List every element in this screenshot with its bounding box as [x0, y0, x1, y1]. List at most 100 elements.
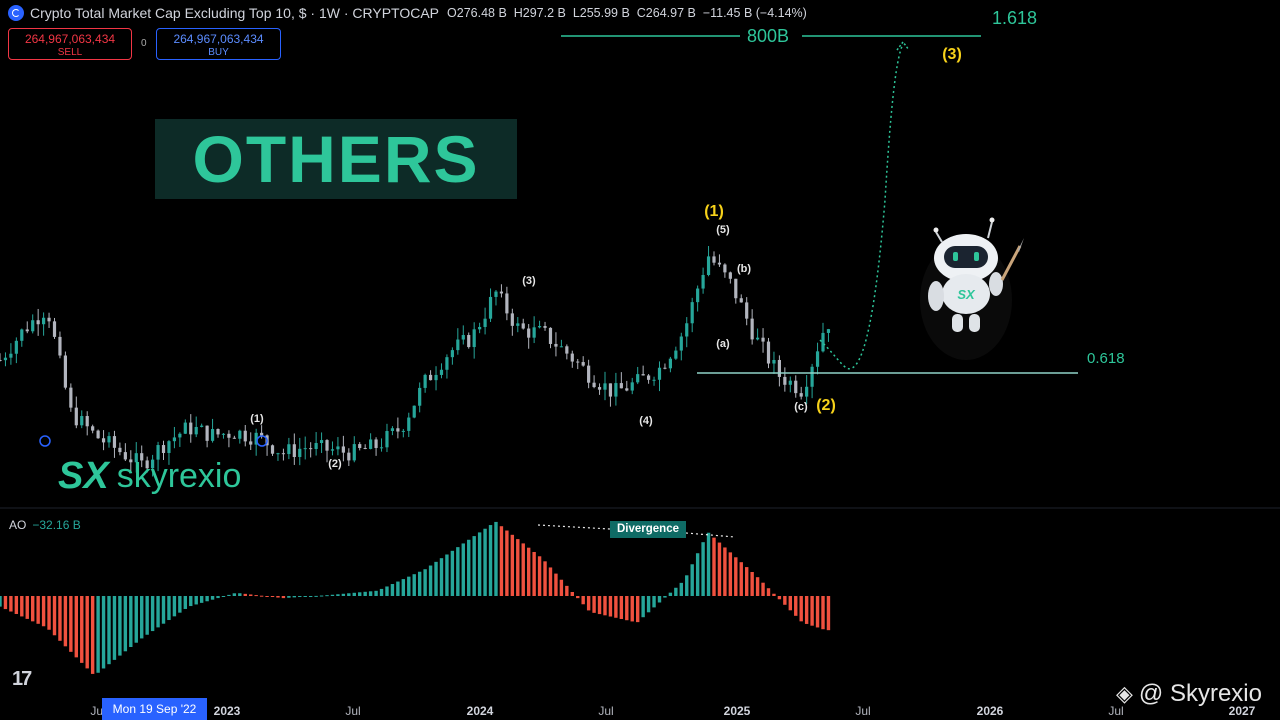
ao-bar: [772, 593, 776, 596]
candle-body: [309, 448, 313, 450]
ao-bar: [635, 596, 640, 623]
candle-body: [330, 449, 335, 451]
wave-minor-5-label: (5): [716, 224, 730, 236]
buy-button[interactable]: 264,967,063,434 BUY: [156, 28, 281, 60]
candle-body: [521, 323, 525, 329]
ao-bar: [625, 596, 629, 621]
candle-body: [499, 291, 504, 294]
candle-body: [287, 444, 291, 455]
tradingview-logo-icon[interactable]: 17: [12, 668, 32, 690]
wave-a-label: (a): [716, 338, 730, 350]
candle-body: [216, 429, 220, 435]
symbol-title[interactable]: Crypto Total Market Cap Excluding Top 10…: [30, 5, 440, 21]
candle-body: [723, 264, 727, 273]
ao-bar: [706, 532, 711, 596]
ao-bar: [646, 596, 651, 613]
candle-body: [668, 358, 672, 369]
wave-major-3-label: (3): [942, 46, 962, 63]
wave-b-label: (b): [736, 263, 752, 275]
candle-body: [488, 296, 493, 319]
candle-body: [576, 361, 580, 363]
candle-body: [260, 432, 264, 436]
buy-label: BUY: [208, 47, 229, 58]
x-tick-2026: 2026: [976, 704, 1004, 718]
candle-body: [712, 256, 716, 263]
candle-body: [172, 437, 177, 442]
ao-bar: [543, 561, 547, 596]
ao-bar: [586, 596, 591, 611]
ao-bar: [467, 539, 471, 596]
candle-body: [636, 374, 640, 383]
ao-bar: [592, 596, 596, 613]
x-tick-2027: 2027: [1228, 704, 1256, 718]
ao-legend[interactable]: AO −32.16 B: [9, 518, 81, 532]
candle-body: [85, 416, 89, 427]
candle-body: [657, 367, 662, 380]
ao-bar: [603, 596, 607, 616]
ao-bar: [58, 596, 62, 641]
ao-bar: [516, 539, 520, 596]
ao-bar: [717, 542, 722, 596]
ao-bar: [96, 596, 100, 673]
ao-bar: [14, 596, 19, 614]
candle-body: [151, 459, 155, 469]
ao-bar: [63, 596, 68, 647]
candle-body: [472, 329, 476, 348]
ao-bar: [167, 596, 171, 621]
candle-body: [379, 447, 384, 449]
candle-body: [20, 329, 24, 341]
ao-bar: [472, 536, 476, 596]
ao-bar: [815, 596, 820, 628]
candle-body: [52, 321, 57, 337]
ao-bar: [319, 595, 324, 597]
marker-circle-2: [256, 435, 268, 447]
symbol-header[interactable]: Crypto Total Market Cap Excluding Top 10…: [8, 5, 807, 21]
fib-support-ratio: 0.618: [1087, 350, 1125, 367]
candle-body: [445, 357, 449, 370]
x-tick-jul-2023: Jul: [345, 704, 361, 718]
candle-body: [428, 374, 433, 381]
ao-bar: [456, 547, 460, 596]
candle-body: [183, 422, 187, 434]
ao-bar: [341, 593, 346, 596]
ao-histogram: [0, 521, 831, 674]
candle-body: [167, 441, 171, 453]
candle-body: [652, 379, 656, 381]
ao-bar: [494, 521, 498, 596]
wave-major-1-label: (1): [704, 203, 724, 220]
ao-bar: [674, 587, 678, 596]
ao-bar: [450, 550, 455, 596]
others-title-banner: OTHERS: [155, 119, 517, 199]
candle-body: [36, 320, 40, 325]
candle-body: [91, 426, 95, 431]
ao-bar: [150, 596, 155, 632]
candle-body: [347, 452, 351, 461]
low-value: L255.99 B: [572, 6, 630, 20]
ao-bar: [183, 596, 188, 609]
ao-bar: [461, 543, 465, 596]
ao-bar: [80, 596, 84, 663]
change-value: −11.45 B (−4.14%): [702, 6, 807, 20]
sell-button[interactable]: 264,967,063,434 SELL: [8, 28, 132, 60]
candle-body: [805, 386, 809, 397]
ao-bar: [134, 596, 138, 643]
candle-body: [423, 374, 427, 388]
ao-bar: [728, 552, 733, 596]
candle-body: [706, 256, 711, 275]
ao-bar: [9, 596, 13, 612]
candle-body: [194, 426, 198, 435]
candle-body: [145, 460, 149, 469]
ao-bar: [614, 596, 618, 618]
candle-body: [739, 298, 743, 303]
ao-bar: [810, 596, 814, 626]
ao-bar: [445, 554, 449, 596]
ao-bar: [799, 596, 803, 622]
candle-body: [118, 447, 122, 453]
ao-bar: [205, 596, 209, 602]
wave-minor-2-label: (2): [328, 458, 342, 470]
divergence-label: Divergence: [610, 521, 686, 538]
candlestick-series: [0, 246, 831, 477]
ao-bar: [537, 556, 542, 596]
x-tick-jul-2024: Jul: [598, 704, 614, 718]
